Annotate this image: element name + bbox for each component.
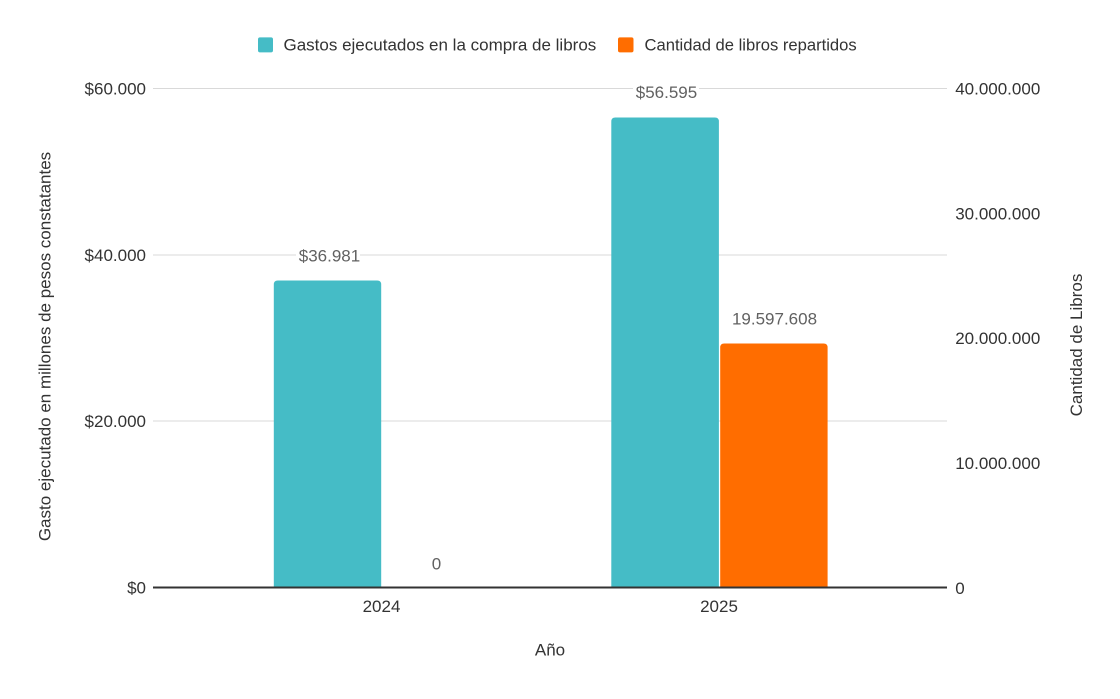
svg-text:40.000.000: 40.000.000 [955,80,1040,99]
svg-text:2025: 2025 [700,597,738,616]
svg-text:Gasto ejecutado en millones de: Gasto ejecutado en millones de pesos con… [36,152,55,541]
svg-text:10.000.000: 10.000.000 [955,454,1040,473]
svg-text:$40.000: $40.000 [85,246,146,265]
svg-text:$56.595: $56.595 [636,83,697,102]
svg-text:Año: Año [535,641,565,660]
svg-text:Cantidad de libros repartidos: Cantidad de libros repartidos [645,36,857,55]
svg-text:$36.981: $36.981 [299,247,360,266]
svg-text:0: 0 [432,555,441,574]
svg-text:30.000.000: 30.000.000 [955,204,1040,223]
svg-text:19.597.608: 19.597.608 [732,310,817,329]
svg-text:Gastos ejecutados en la compra: Gastos ejecutados en la compra de libros [284,36,597,55]
svg-text:2024: 2024 [363,597,401,616]
svg-text:$60.000: $60.000 [85,80,146,99]
svg-text:$20.000: $20.000 [85,412,146,431]
svg-text:20.000.000: 20.000.000 [955,329,1040,348]
svg-text:0: 0 [955,579,964,598]
svg-text:Cantidad de Libros: Cantidad de Libros [1067,274,1086,417]
svg-text:$0: $0 [127,579,146,598]
